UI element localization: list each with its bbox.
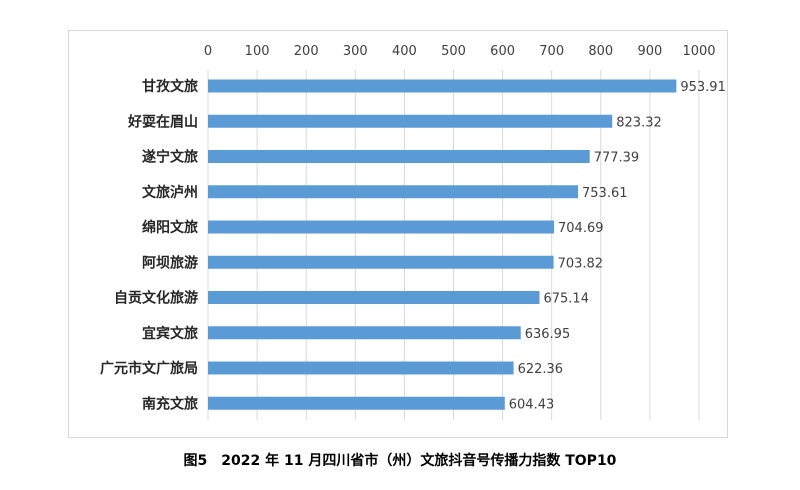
data-label: 703.82 xyxy=(558,256,604,271)
data-label: 777.39 xyxy=(594,151,640,166)
category-label: 甘孜文旅 xyxy=(142,78,198,95)
bar xyxy=(208,114,613,128)
x-tick-label: 100 xyxy=(245,44,270,59)
data-label: 823.32 xyxy=(616,115,662,130)
data-label: 753.61 xyxy=(582,186,628,201)
category-label: 宜宾文旅 xyxy=(142,325,198,342)
x-tick-label: 1000 xyxy=(682,44,715,59)
bar xyxy=(208,220,555,234)
x-tick-label: 700 xyxy=(539,44,564,59)
x-tick-label: 500 xyxy=(441,44,466,59)
data-label: 704.69 xyxy=(558,221,604,236)
x-tick-label: 0 xyxy=(204,44,212,59)
chart-frame xyxy=(68,30,728,438)
x-tick-label: 600 xyxy=(490,44,515,59)
bar xyxy=(208,255,554,269)
bar xyxy=(208,150,590,163)
chart-title: 图5 2022 年 11 月四川省市（州）文旅抖音号传播力指数 TOP10 xyxy=(183,453,617,469)
data-label: 604.43 xyxy=(509,397,555,412)
x-tick-label: 200 xyxy=(294,44,319,59)
category-label: 遂宁文旅 xyxy=(142,149,198,166)
x-tick-label: 800 xyxy=(588,44,613,59)
category-label: 好耍在眉山 xyxy=(127,113,198,130)
data-label: 636.95 xyxy=(525,327,571,342)
x-tick-label: 400 xyxy=(392,44,417,59)
bar xyxy=(208,396,505,410)
data-label: 622.36 xyxy=(518,362,564,377)
category-label: 南充文旅 xyxy=(142,395,198,412)
bar xyxy=(208,361,514,375)
bar xyxy=(208,185,579,199)
category-label: 阿坝旅游 xyxy=(142,254,198,271)
category-label: 自贡文化旅游 xyxy=(114,290,198,307)
data-label: 953.91 xyxy=(680,80,726,95)
x-tick-label: 300 xyxy=(343,44,368,59)
category-label: 绵阳文旅 xyxy=(142,219,198,236)
bar-chart: 0 100 200 300 400 500 600 700 800 900 1000 甘孜文旅 953.… xyxy=(100,44,726,420)
bar xyxy=(208,79,677,93)
bar xyxy=(208,291,540,304)
category-label: 文旅泸州 xyxy=(142,184,198,201)
data-label: 675.14 xyxy=(543,292,589,307)
x-tick-label: 900 xyxy=(637,44,662,59)
bar xyxy=(208,326,521,340)
category-label: 广元市文广旅局 xyxy=(100,360,198,377)
